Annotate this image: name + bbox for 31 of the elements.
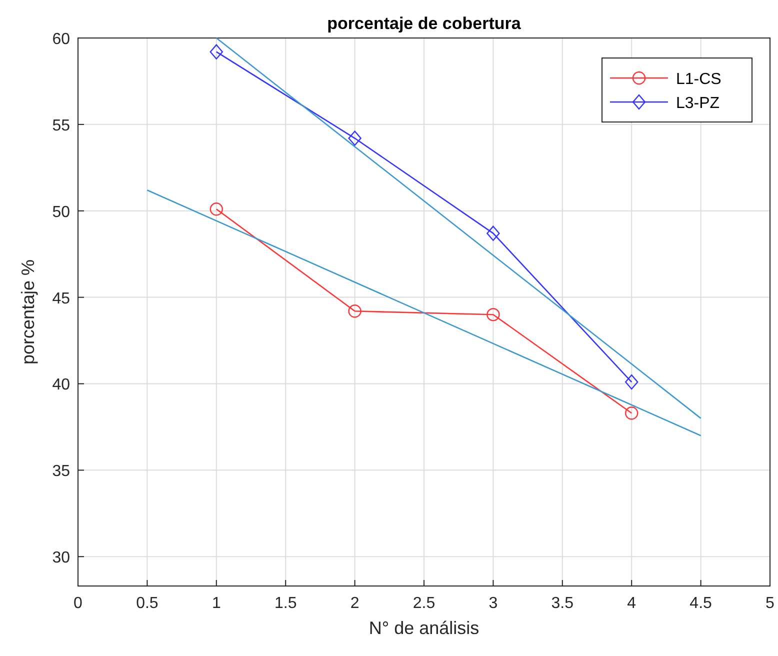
y-tick-label: 60 [52, 31, 70, 48]
y-tick-label: 50 [52, 204, 70, 221]
x-tick-label: 2 [350, 595, 360, 612]
x-tick-label: 0 [74, 595, 83, 612]
point [348, 304, 362, 318]
point [625, 374, 638, 390]
legend-label: L1-CS [676, 71, 722, 88]
chart-title: porcentaje de cobertura [327, 14, 522, 33]
x-axis-title: N° de análisis [368, 618, 480, 638]
y-tick-label: 30 [52, 550, 70, 567]
point [486, 226, 500, 241]
y-tick-label: 45 [52, 290, 70, 308]
x-tick-label: 3 [488, 595, 498, 612]
point [486, 308, 500, 322]
point [348, 130, 362, 146]
x-tick-label: 1.5 [274, 595, 297, 612]
x-tick-label: 4.5 [690, 595, 712, 612]
y-tick-label: 55 [52, 117, 70, 134]
point [210, 202, 223, 216]
x-tick-label: 5 [766, 595, 775, 612]
x-tick-label: 0.5 [136, 595, 158, 612]
x-tick-label: 3.5 [551, 595, 574, 612]
y-axis-title: porcentaje % [18, 259, 38, 365]
y-tick-label: 40 [52, 376, 70, 394]
x-tick-label: 1 [212, 595, 221, 612]
legend-label: L3-PZ [676, 95, 720, 112]
x-tick-label: 2.5 [412, 595, 436, 612]
point [210, 44, 223, 60]
point [625, 406, 638, 420]
y-tick-label: 35 [52, 463, 70, 480]
x-tick-label: 4 [627, 595, 636, 612]
